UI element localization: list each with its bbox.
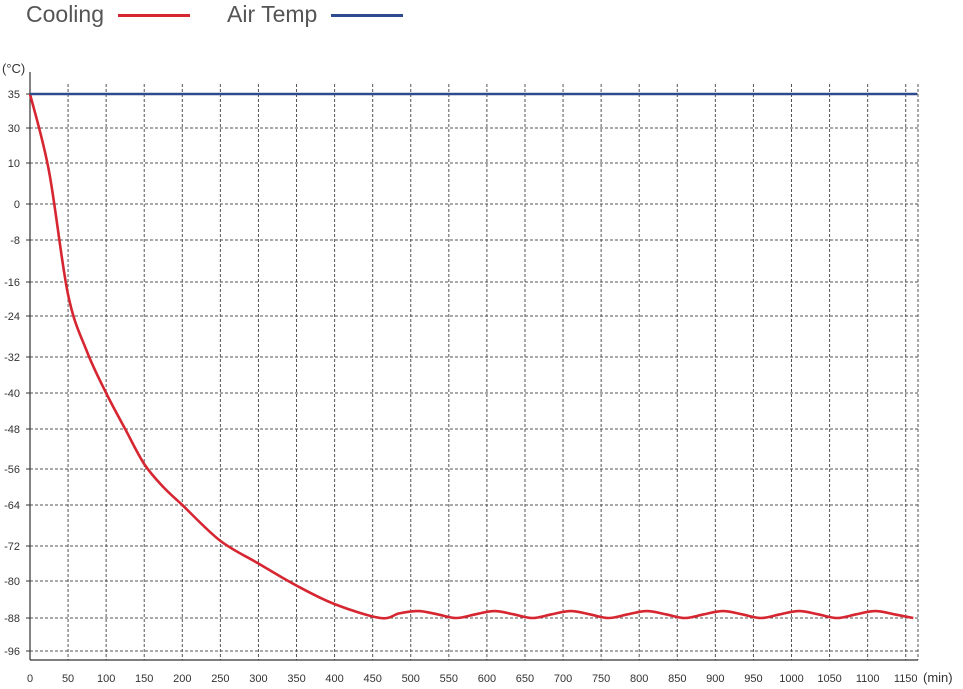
x-tick-label: 650 bbox=[516, 673, 534, 685]
legend-label-cooling: Cooling bbox=[26, 1, 104, 27]
y-tick-label: 35 bbox=[8, 89, 20, 101]
x-axis-unit-label: (min) bbox=[923, 670, 953, 685]
x-tick-label: 900 bbox=[706, 673, 724, 685]
x-tick-label: 350 bbox=[287, 673, 305, 685]
y-tick-label: -64 bbox=[4, 500, 20, 512]
x-tick-label: 850 bbox=[668, 673, 686, 685]
y-tick-label: -8 bbox=[10, 235, 20, 247]
x-tick-label: 1100 bbox=[856, 673, 880, 685]
y-tick-label: 30 bbox=[8, 123, 20, 135]
x-tick-label: 700 bbox=[554, 673, 572, 685]
x-tick-label: 1000 bbox=[779, 673, 803, 685]
x-tick-label: 550 bbox=[440, 673, 458, 685]
legend-item-cooling: Cooling bbox=[26, 0, 190, 28]
legend-swatch-air-temp bbox=[331, 14, 404, 17]
y-tick-label: -72 bbox=[4, 541, 20, 553]
x-tick-label: 750 bbox=[592, 673, 610, 685]
y-tick-label: -16 bbox=[4, 277, 20, 289]
x-tick-label: 1150 bbox=[894, 673, 918, 685]
series-layer bbox=[28, 92, 918, 620]
y-tick-label: 10 bbox=[8, 158, 20, 170]
y-tick-label: -96 bbox=[4, 646, 20, 658]
y-axis-unit-label: (°C) bbox=[2, 61, 25, 76]
x-tick-label: 600 bbox=[478, 673, 496, 685]
x-tick-label: 50 bbox=[62, 673, 74, 685]
axes bbox=[26, 72, 918, 661]
x-tick-label: 1050 bbox=[817, 673, 841, 685]
y-tick-label: -48 bbox=[4, 424, 20, 436]
x-tick-label: 950 bbox=[744, 673, 762, 685]
x-tick-label: 100 bbox=[97, 673, 115, 685]
x-tick-label: 250 bbox=[211, 673, 229, 685]
y-tick-label: -32 bbox=[4, 352, 20, 364]
y-tick-label: -88 bbox=[4, 613, 20, 625]
legend: Cooling Air Temp bbox=[0, 0, 963, 30]
y-tick-label: -24 bbox=[4, 311, 20, 323]
legend-swatch-cooling bbox=[118, 14, 190, 17]
grid bbox=[30, 84, 919, 660]
x-tick-label: 150 bbox=[135, 673, 153, 685]
x-tick-label: 0 bbox=[27, 673, 33, 685]
y-tick-label: -56 bbox=[4, 464, 20, 476]
x-tick-label: 800 bbox=[630, 673, 648, 685]
legend-label-air-temp: Air Temp bbox=[227, 1, 318, 27]
x-tick-label: 450 bbox=[363, 673, 381, 685]
x-tick-label: 400 bbox=[325, 673, 343, 685]
x-tick-label: 300 bbox=[249, 673, 267, 685]
x-tick-label: 500 bbox=[402, 673, 420, 685]
tick-labels: 0 50 100 150 200 250 300 350 400 450 500 550 600 650 7… bbox=[2, 61, 953, 685]
x-tick-label: 200 bbox=[173, 673, 191, 685]
series-line-cooling bbox=[28, 93, 914, 620]
legend-item-air-temp: Air Temp bbox=[227, 0, 404, 28]
y-tick-label: -40 bbox=[4, 388, 20, 400]
y-tick-label: -80 bbox=[4, 576, 20, 588]
y-tick-label: 0 bbox=[14, 199, 20, 211]
